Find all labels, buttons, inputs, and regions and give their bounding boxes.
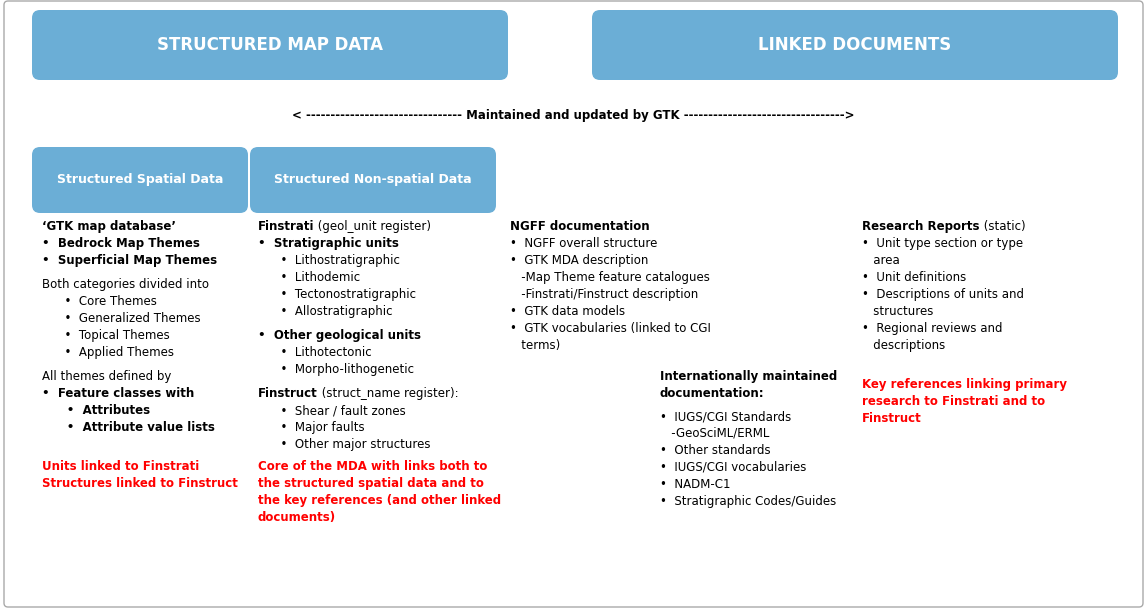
Text: Structures linked to Finstruct: Structures linked to Finstruct [42,477,237,490]
Text: Structured Spatial Data: Structured Spatial Data [57,173,224,187]
Text: documentation:: documentation: [660,387,765,400]
Text: •  Lithotectonic: • Lithotectonic [258,346,372,359]
Text: ‘GTK map database’: ‘GTK map database’ [42,220,175,233]
Text: NGFF documentation: NGFF documentation [510,220,649,233]
Text: (static): (static) [980,220,1025,233]
Text: •  Unit type section or type: • Unit type section or type [863,237,1023,250]
FancyBboxPatch shape [592,10,1118,80]
Text: •  Shear / fault zones: • Shear / fault zones [258,404,406,417]
FancyBboxPatch shape [250,147,496,213]
Text: •  Lithodemic: • Lithodemic [258,271,360,284]
FancyBboxPatch shape [32,10,508,80]
Text: •  Morpho-lithogenetic: • Morpho-lithogenetic [258,363,414,376]
Text: •  Stratigraphic units: • Stratigraphic units [258,237,399,250]
Text: Internationally maintained: Internationally maintained [660,370,837,383]
Text: (struct_name register):: (struct_name register): [318,387,459,400]
Text: •  Lithostratigraphic: • Lithostratigraphic [258,254,400,267]
Text: •  Topical Themes: • Topical Themes [42,329,170,342]
Text: •  GTK vocabularies (linked to CGI: • GTK vocabularies (linked to CGI [510,322,711,335]
Text: research to Finstrati and to: research to Finstrati and to [863,395,1045,408]
Text: •  Descriptions of units and: • Descriptions of units and [863,288,1024,301]
Text: •  IUGS/CGI vocabularies: • IUGS/CGI vocabularies [660,461,806,474]
Text: Units linked to Finstrati: Units linked to Finstrati [42,460,200,473]
Text: structures: structures [863,305,934,318]
Text: •  IUGS/CGI Standards: • IUGS/CGI Standards [660,410,791,423]
Text: -GeoSciML/ERML: -GeoSciML/ERML [660,427,770,440]
Text: •  GTK MDA description: • GTK MDA description [510,254,648,267]
Text: Key references linking primary: Key references linking primary [863,378,1067,391]
Text: the structured spatial data and to: the structured spatial data and to [258,477,484,490]
Text: •  Superficial Map Themes: • Superficial Map Themes [42,254,217,267]
Text: terms): terms) [510,339,560,352]
Text: (geol_unit register): (geol_unit register) [314,220,431,233]
Text: •  Other major structures: • Other major structures [258,438,430,451]
Text: All themes defined by: All themes defined by [42,370,171,383]
Text: •  Attribute value lists: • Attribute value lists [42,421,214,434]
Text: •  Tectonostratigraphic: • Tectonostratigraphic [258,288,416,301]
Text: •  Generalized Themes: • Generalized Themes [42,312,201,325]
Text: the key references (and other linked: the key references (and other linked [258,494,501,507]
Text: •  Unit definitions: • Unit definitions [863,271,966,284]
Text: •  Regional reviews and: • Regional reviews and [863,322,1002,335]
Text: documents): documents) [258,511,336,524]
Text: •  Major faults: • Major faults [258,421,365,434]
Text: •  Other geological units: • Other geological units [258,329,421,342]
Text: •  Stratigraphic Codes/Guides: • Stratigraphic Codes/Guides [660,495,836,508]
FancyBboxPatch shape [32,147,248,213]
Text: -Finstrati/Finstruct description: -Finstrati/Finstruct description [510,288,699,301]
Text: Finstruct: Finstruct [258,387,318,400]
Text: Finstrati: Finstrati [258,220,314,233]
Text: Structured Non-spatial Data: Structured Non-spatial Data [274,173,471,187]
Text: •  Allostratigraphic: • Allostratigraphic [258,305,392,318]
Text: area: area [863,254,899,267]
Text: •  NADM-C1: • NADM-C1 [660,478,731,491]
Text: < -------------------------------- Maintained and updated by GTK ---------------: < -------------------------------- Maint… [292,109,855,121]
Text: •  Feature classes with: • Feature classes with [42,387,194,400]
Text: •  Bedrock Map Themes: • Bedrock Map Themes [42,237,200,250]
Text: STRUCTURED MAP DATA: STRUCTURED MAP DATA [157,36,383,54]
Text: descriptions: descriptions [863,339,945,352]
Text: LINKED DOCUMENTS: LINKED DOCUMENTS [758,36,952,54]
Text: Finstruct: Finstruct [863,412,922,425]
Text: •  Other standards: • Other standards [660,444,771,457]
Text: •  NGFF overall structure: • NGFF overall structure [510,237,657,250]
Text: •  GTK data models: • GTK data models [510,305,625,318]
FancyBboxPatch shape [3,1,1144,607]
Text: •  Attributes: • Attributes [42,404,150,417]
Text: •  Core Themes: • Core Themes [42,295,157,308]
Text: •  Applied Themes: • Applied Themes [42,346,174,359]
Text: Research Reports: Research Reports [863,220,980,233]
Text: Both categories divided into: Both categories divided into [42,278,209,291]
Text: Core of the MDA with links both to: Core of the MDA with links both to [258,460,487,473]
Text: -Map Theme feature catalogues: -Map Theme feature catalogues [510,271,710,284]
